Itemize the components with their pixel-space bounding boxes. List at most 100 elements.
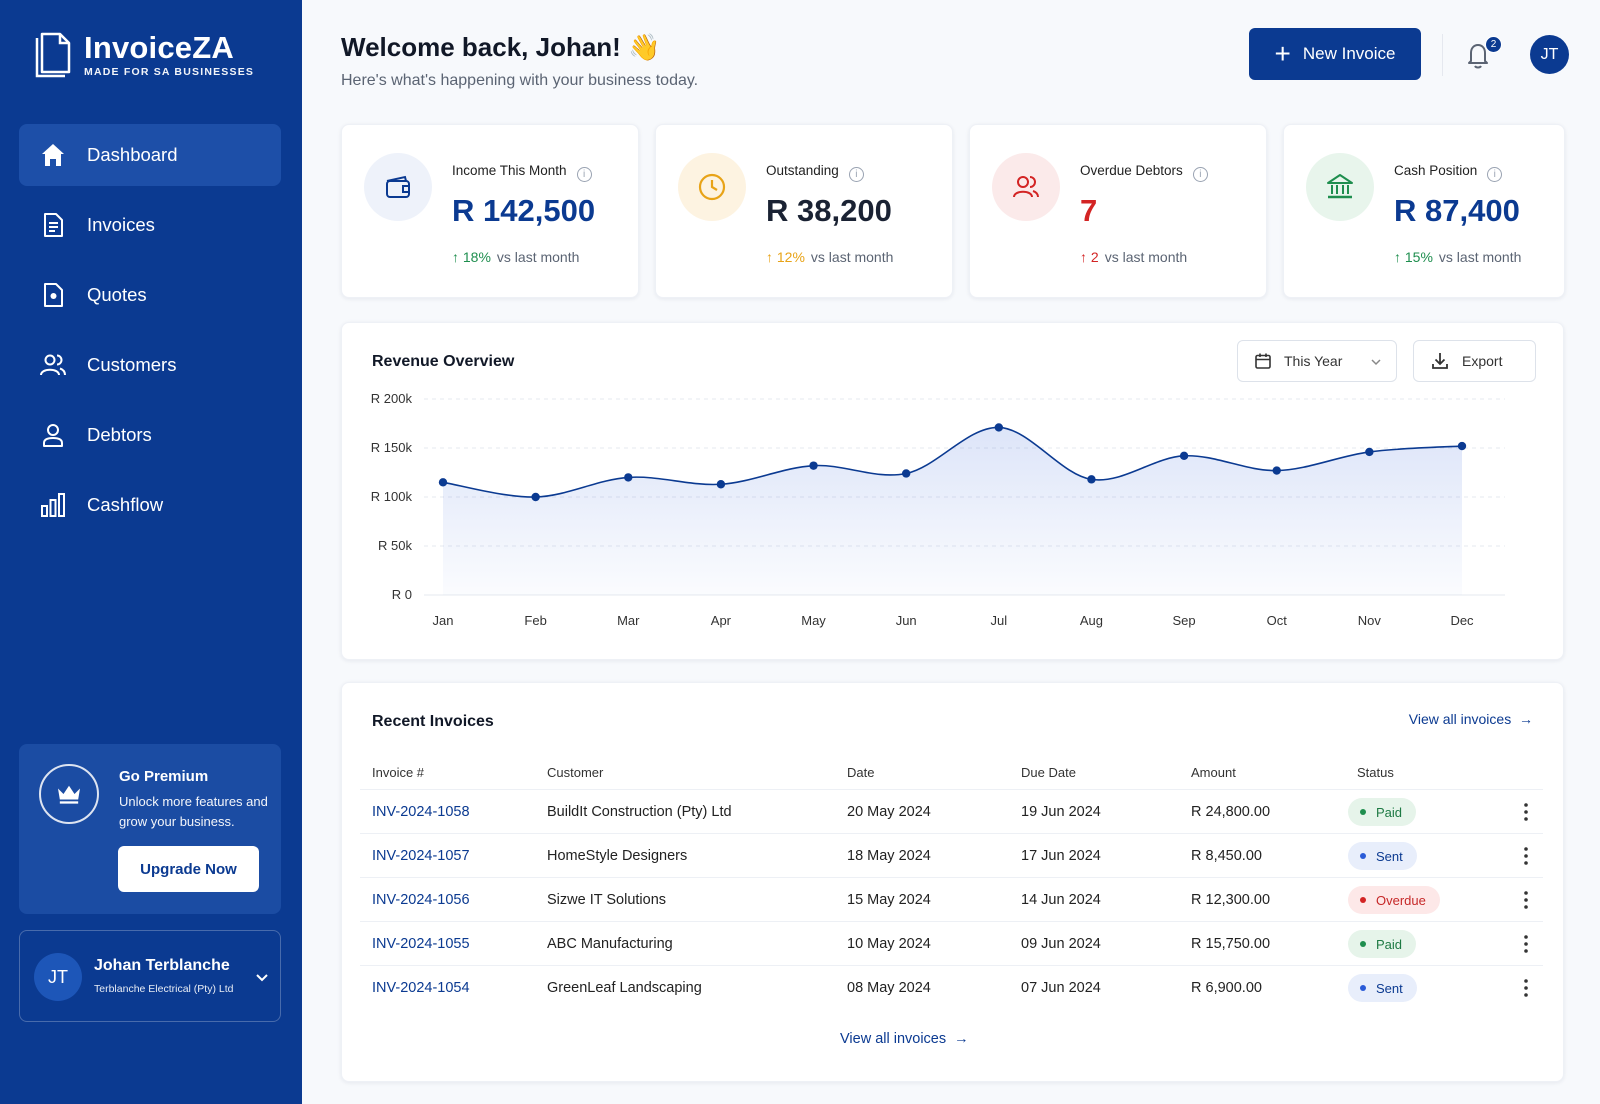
column-header-date: Date [847, 765, 875, 780]
invoice-number-link[interactable]: INV-2024-1054 [372, 980, 470, 996]
sidebar-item-quotes[interactable]: Quotes [19, 264, 281, 326]
more-options-icon[interactable] [1516, 888, 1536, 912]
more-options-icon[interactable] [1516, 800, 1536, 824]
more-options-icon[interactable] [1516, 932, 1536, 956]
data-point[interactable] [1272, 466, 1281, 475]
amount-cell: R 6,900.00 [1191, 980, 1262, 996]
status-dot [1360, 941, 1366, 947]
column-header-invoice: Invoice # [372, 765, 425, 780]
sidebar-item-cashflow[interactable]: Cashflow [19, 474, 281, 536]
view-all-invoices-link[interactable]: View all invoices → [1408, 711, 1533, 727]
invoice-number-link[interactable]: INV-2024-1057 [372, 848, 470, 864]
due-date-cell: 14 Jun 2024 [1021, 892, 1101, 908]
x-tick-label: Jul [991, 613, 1008, 628]
stat-label: Outstanding i [766, 163, 864, 182]
column-header-amount: Amount [1191, 765, 1236, 780]
status-badge: Sent [1348, 842, 1417, 870]
x-tick-label: Nov [1358, 613, 1382, 628]
table-row[interactable]: INV-2024-1058 BuildIt Construction (Pty) … [360, 789, 1543, 833]
amount-cell: R 24,800.00 [1191, 804, 1271, 820]
data-point[interactable] [1365, 447, 1374, 457]
invoice-number-link[interactable]: INV-2024-1056 [372, 892, 470, 908]
header-divider [1442, 34, 1443, 76]
x-tick-label: Jan [433, 613, 454, 628]
y-tick-label: R 100k [371, 489, 413, 504]
sidebar-item-customers[interactable]: Customers [19, 334, 281, 396]
stat-icon-circle [992, 153, 1060, 221]
column-header-customer: Customer [547, 765, 604, 780]
more-options-icon[interactable] [1516, 976, 1536, 1000]
download-icon [1432, 353, 1448, 369]
home-icon [42, 144, 64, 166]
new-invoice-label: New Invoice [1302, 44, 1396, 63]
info-icon[interactable]: i [1192, 167, 1208, 182]
stat-change-value: ↑ 18% [452, 249, 491, 265]
sidebar-item-label: Customers [87, 354, 177, 375]
users-icon [1013, 176, 1039, 198]
new-invoice-button[interactable]: + New Invoice [1249, 28, 1421, 80]
table-row[interactable]: INV-2024-1054 GreenLeaf Landscaping 08 May… [360, 965, 1543, 1009]
info-icon[interactable]: i [848, 167, 864, 182]
table-row[interactable]: INV-2024-1055 ABC Manufacturing 10 May 202… [360, 921, 1543, 965]
revenue-line [442, 426, 1463, 498]
data-point[interactable] [1179, 451, 1189, 461]
date-cell: 10 May 2024 [847, 936, 931, 952]
data-point[interactable] [716, 480, 726, 489]
document-logo-icon [35, 32, 71, 78]
customer-cell: HomeStyle Designers [547, 848, 688, 864]
period-select-value: This Year [1284, 353, 1343, 369]
customer-cell: BuildIt Construction (Pty) Ltd [547, 804, 732, 820]
brand[interactable]: InvoiceZA MADE FOR SA BUSINESSES [34, 32, 254, 78]
sidebar-item-dashboard[interactable]: Dashboard [19, 124, 281, 186]
stat-icon-circle [364, 153, 432, 221]
export-button[interactable]: Export [1413, 340, 1536, 382]
sidebar-item-invoices[interactable]: Invoices [19, 194, 281, 256]
invoice-number-link[interactable]: INV-2024-1055 [372, 936, 470, 952]
stat-icon-circle [678, 153, 746, 221]
status-badge: Paid [1348, 798, 1417, 826]
stat-value: R 142,500 [452, 193, 596, 228]
page-subtitle: Here's what's happening with your busine… [341, 72, 699, 89]
status-dot [1360, 809, 1366, 815]
stat-change: ↑ 15% vs last month [1394, 249, 1522, 265]
table-row[interactable]: INV-2024-1056 Sizwe IT Solutions 15 May 20… [360, 877, 1543, 921]
date-cell: 20 May 2024 [847, 804, 931, 820]
data-point[interactable] [809, 461, 818, 470]
invoice-number-link[interactable]: INV-2024-1058 [372, 804, 470, 820]
stat-label: Income This Month i [452, 163, 592, 182]
premium-description: Unlock more features and grow your busin… [119, 794, 268, 829]
period-select[interactable]: This Year [1237, 340, 1397, 382]
data-point[interactable] [994, 423, 1004, 432]
chevron-down-icon[interactable] [254, 969, 270, 985]
bell-icon[interactable] [1464, 40, 1492, 70]
date-cell: 15 May 2024 [847, 892, 931, 908]
avatar[interactable]: JT [1530, 35, 1569, 74]
x-tick-label: Apr [711, 613, 732, 628]
x-tick-label: Jun [896, 613, 917, 628]
data-point[interactable] [1457, 441, 1467, 451]
user-profile-card[interactable]: JT Johan Terblanche Terblanche Electrica… [19, 930, 281, 1022]
stat-card-income: Income This Month i R 142,500 ↑ 18% vs las… [341, 124, 639, 298]
upgrade-now-button[interactable]: Upgrade Now [118, 846, 259, 892]
data-point[interactable] [438, 478, 448, 487]
sidebar-item-label: Dashboard [87, 144, 178, 165]
data-point[interactable] [531, 492, 540, 502]
info-icon[interactable]: i [576, 167, 592, 182]
premium-title: Go Premium [119, 768, 209, 785]
sidebar: InvoiceZA MADE FOR SA BUSINESSES Dashboa… [0, 0, 302, 1104]
data-point[interactable] [624, 473, 633, 482]
view-all-invoices-link-bottom[interactable]: View all invoices → [840, 1031, 969, 1047]
sidebar-item-debtors[interactable]: Debtors [19, 404, 281, 466]
amount-cell: R 15,750.00 [1191, 936, 1271, 952]
x-tick-label: Oct [1267, 613, 1288, 628]
due-date-cell: 17 Jun 2024 [1021, 848, 1101, 864]
info-icon[interactable]: i [1487, 167, 1503, 182]
table-row[interactable]: INV-2024-1057 HomeStyle Designers 18 May 2… [360, 833, 1543, 877]
more-options-icon[interactable] [1516, 844, 1536, 868]
due-date-cell: 07 Jun 2024 [1021, 980, 1101, 996]
chevron-down-icon [1371, 359, 1381, 366]
status-badge: Paid [1348, 930, 1417, 958]
data-point[interactable] [901, 469, 911, 478]
data-point[interactable] [1087, 475, 1096, 484]
users-icon [40, 354, 66, 376]
